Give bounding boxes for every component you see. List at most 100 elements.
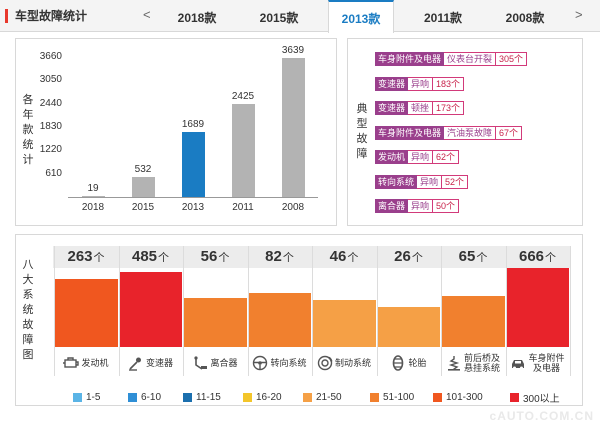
gear-shift-icon [128,355,144,371]
system-bar-steering-wheel[interactable] [248,293,311,347]
x-tick-label: 2011 [232,202,254,213]
x-tick-label: 2013 [181,202,205,213]
system-bar-engine[interactable] [55,279,118,347]
system-item[interactable]: 发动机 [54,350,118,376]
fault-count: 305个 [495,52,528,66]
system-count: 263个 [54,247,118,268]
system-item[interactable]: 制动系统 [312,350,376,376]
column-divider [376,246,378,376]
fault-tag[interactable]: 变速器 异响 183个 [375,76,465,91]
next-arrow-icon[interactable]: > [575,7,583,22]
label-char: 典 [356,103,368,115]
system-count: 666个 [506,247,570,268]
label-char: 年 [22,109,34,121]
system-label: 制动系统 [334,358,371,368]
column-divider [247,246,249,376]
system-bar-brake-disc[interactable] [313,300,376,347]
fault-tag[interactable]: 变速器 顿挫 173个 [375,101,465,115]
legend-swatch [433,392,442,402]
legend-label: 21-50 [316,391,342,403]
system-label: 车身附件 及电器 [528,353,565,373]
bar-2015[interactable] [131,176,155,197]
typical-faults-label: 典型故障 [356,102,368,162]
clutch-pedal-icon [192,355,208,371]
system-count-unit: 个 [476,252,488,264]
system-bar-suspension[interactable] [442,296,505,347]
fault-issue: 异响 [408,150,433,164]
fault-tag[interactable]: 发动机 异响 62个 [375,150,460,164]
bar-2013[interactable] [181,132,205,197]
fault-tag[interactable]: 离合器 异响 50个 [375,199,460,213]
system-item[interactable]: 离合器 [183,350,247,376]
legend-label: 16-20 [256,391,282,403]
system-item[interactable]: 车身附件 及电器 [506,350,570,376]
year-bar-chart: 610 1220 1830 2440 3050 3660 19 2018 532 2015 1689… [0,0,340,226]
bar-2011[interactable] [231,104,255,197]
column-divider [118,246,120,376]
system-count-value: 485 [131,248,158,265]
legend-label: 11-15 [196,391,221,403]
fault-category: 发动机 [375,150,409,164]
bar-value-label: 532 [134,163,152,175]
label-char: 各 [22,94,34,106]
system-count-unit: 个 [347,252,359,264]
fault-count: 183个 [432,76,465,91]
fault-tag[interactable]: 转向系统 异响 52个 [375,174,469,189]
tab-2008[interactable]: 2008款 [505,11,545,25]
system-item[interactable]: 变速器 [119,350,183,376]
fault-count: 62个 [432,150,460,164]
system-item[interactable]: 前后桥及 悬挂系统 [441,350,505,376]
car-body-icon [510,355,526,371]
bar-value-label: 19 [87,183,99,194]
legend-label: 1-5 [86,391,101,403]
fault-tag[interactable]: 车身附件及电器 仪表台开裂 305个 [375,52,528,66]
label-char: 系 [22,289,34,301]
x-tick-label: 2015 [131,202,155,213]
x-tick-label: 2018 [81,202,105,213]
fault-tag[interactable]: 车身附件及电器 汽油泵故障 67个 [375,125,523,140]
tab-2013[interactable]: 2013款 [328,0,394,33]
fault-count: 52个 [441,174,469,189]
system-count-unit: 个 [93,252,105,264]
system-count-value: 46 [329,248,347,265]
prev-arrow-icon[interactable]: < [143,7,151,22]
bar-value-label: 3639 [281,44,305,56]
bar-2018[interactable] [81,196,105,197]
system-bar-gear-shift[interactable] [119,271,182,347]
label-char: 型 [356,118,368,130]
fault-count: 50个 [432,199,460,213]
legend-item: 101-300 [433,392,483,403]
legend-swatch [243,392,252,402]
tab-2015[interactable]: 2015款 [259,11,299,25]
system-bar-tire[interactable] [377,306,440,347]
fault-category: 转向系统 [375,174,418,189]
column-divider [441,246,442,376]
system-count-unit: 个 [411,252,423,264]
system-item[interactable]: 轮胎 [377,350,441,376]
tab-2018[interactable]: 2018款 [177,11,217,25]
bar-2008[interactable] [281,57,305,197]
system-bar-car-body[interactable] [506,268,569,347]
system-count-unit: 个 [282,252,294,264]
system-bar-clutch-pedal[interactable] [184,297,247,347]
label-char: 统 [22,304,34,316]
legend-label: 6-10 [141,391,162,403]
y-tick-label: 1220 [39,144,62,156]
tire-icon [390,355,406,371]
system-count: 485个 [119,247,183,268]
column-divider [54,246,55,376]
system-item[interactable]: 转向系统 [248,350,312,376]
legend-swatch [73,392,82,402]
y-tick-label: 610 [45,167,62,179]
legend-item: 16-20 [243,391,282,403]
fault-issue: 仪表台开裂 [444,52,496,66]
legend-item: 1-5 [73,391,101,403]
system-label: 轮胎 [408,358,427,368]
system-count: 26个 [377,247,441,268]
fault-category: 车身附件及电器 [375,125,445,140]
legend-swatch [183,392,192,402]
column-divider [312,246,313,376]
legend-swatch [510,392,519,402]
steering-wheel-icon [252,355,268,371]
tab-2011[interactable]: 2011款 [423,11,463,25]
